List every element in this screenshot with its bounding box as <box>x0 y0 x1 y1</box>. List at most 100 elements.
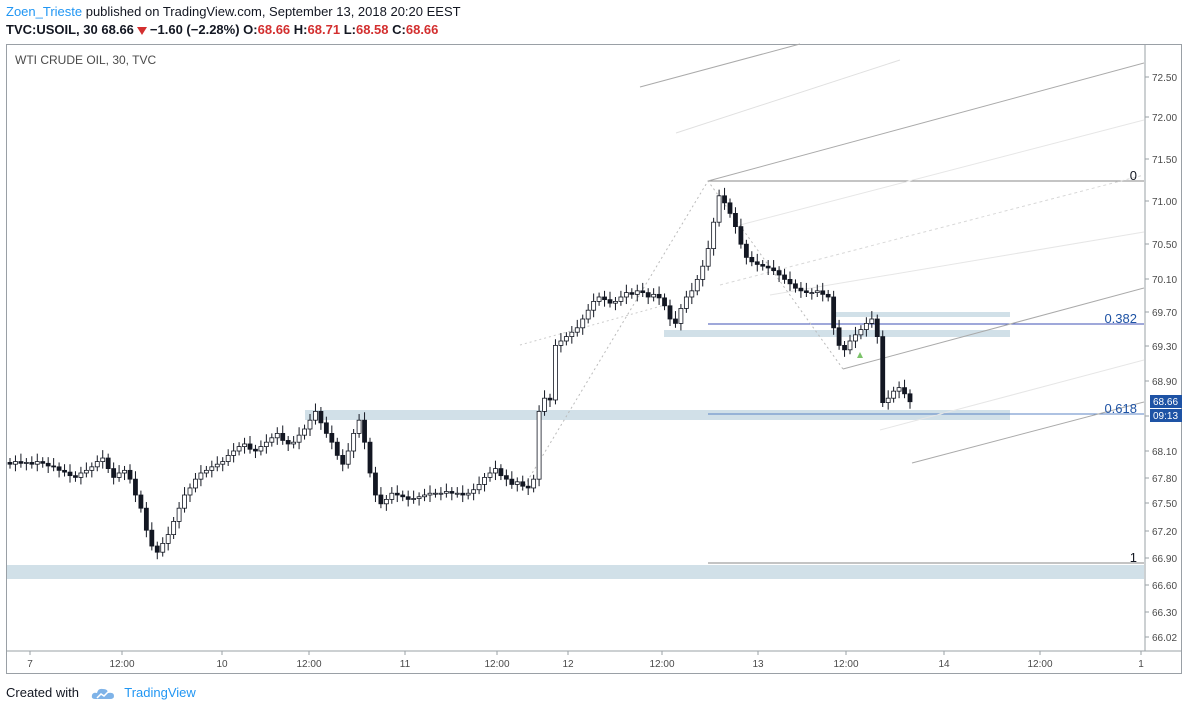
candle-body <box>94 461 100 468</box>
time-tick-label: 12:00 <box>296 659 321 670</box>
swing-line-2[interactable] <box>519 304 666 346</box>
candle-body <box>143 507 149 531</box>
candle-body <box>776 270 782 276</box>
candle-body <box>253 448 258 452</box>
candle-body <box>378 494 384 505</box>
fib-label-1: 1 <box>1130 550 1137 565</box>
candle-body <box>18 461 24 464</box>
candle-body <box>34 461 40 465</box>
candle-body <box>574 327 580 333</box>
candle-body <box>645 292 651 298</box>
candle-body <box>814 290 820 293</box>
candle-body <box>100 457 106 462</box>
time-tick-label: 12:00 <box>484 659 509 670</box>
time-axis[interactable]: 7 12:00 10 12:00 11 12:00 12 12:00 13 12:00 14 12:0… <box>27 651 1144 670</box>
channel-line-b[interactable] <box>675 59 901 134</box>
resistance-zone-2[interactable] <box>832 312 1010 317</box>
candle-body <box>51 465 57 468</box>
candle-body <box>127 469 133 480</box>
candle-body <box>362 419 367 443</box>
candle-body <box>23 462 29 464</box>
candle-body <box>400 494 406 498</box>
symbol-label: TVC:USOIL, 30 <box>6 22 98 37</box>
candle-body <box>640 290 646 293</box>
candle-body <box>782 274 787 280</box>
candle-body <box>345 450 351 465</box>
candle-body <box>83 469 89 474</box>
candle-body <box>29 462 35 465</box>
candle-body <box>803 290 809 293</box>
price-change: −1.60 (−2.28%) <box>149 22 240 37</box>
channel-line-e[interactable] <box>769 231 1145 296</box>
channel-median[interactable] <box>719 174 1145 286</box>
candle-body <box>520 481 526 487</box>
price-tick-label: 67.50 <box>1152 499 1177 510</box>
close-label: C: <box>392 22 406 37</box>
tradingview-logo-icon <box>91 688 114 699</box>
candle-body <box>683 296 689 309</box>
candle-body <box>111 468 117 478</box>
channel-line-c[interactable] <box>707 62 1145 182</box>
candle-body <box>563 336 569 342</box>
last-price-badge-text: 68.66 <box>1153 397 1178 408</box>
candle-body <box>351 432 357 452</box>
price-tick-label: 72.50 <box>1152 73 1177 84</box>
tradingview-link[interactable]: TradingView <box>124 685 196 700</box>
candle-body <box>820 290 826 295</box>
candle-body <box>831 296 837 329</box>
channel-line-d[interactable] <box>739 119 1145 226</box>
candle-body <box>356 419 362 434</box>
channel-line-g[interactable] <box>879 359 1145 431</box>
candle-body <box>296 434 302 443</box>
candle-body <box>465 492 471 496</box>
price-tick-label: 67.20 <box>1152 527 1177 538</box>
candle-body <box>307 419 313 430</box>
price-tick-label: 66.90 <box>1152 554 1177 565</box>
candle-body <box>242 443 247 447</box>
time-tick-label: 14 <box>938 659 950 670</box>
fib-label-0382: 0.382 <box>1104 311 1137 326</box>
swing-line[interactable] <box>521 180 844 491</box>
candlestick-series <box>7 187 913 560</box>
candle-body <box>662 297 667 307</box>
candle-body <box>40 461 46 464</box>
candle-body <box>454 492 460 495</box>
price-tick-label: 66.30 <box>1152 608 1177 619</box>
time-tick-label: 11 <box>400 659 411 670</box>
candle-body <box>673 318 678 324</box>
candle-body <box>580 318 586 329</box>
low-label: L: <box>343 22 356 37</box>
candle-body <box>67 471 73 477</box>
candle-body <box>743 243 749 258</box>
candle-body <box>754 261 760 265</box>
time-tick-label: 12:00 <box>833 659 858 670</box>
candle-body <box>678 308 684 324</box>
candle-body <box>727 202 733 214</box>
price-tick-label: 71.00 <box>1152 197 1177 208</box>
close-value: 68.66 <box>405 22 439 37</box>
candle-body <box>236 446 242 452</box>
author-link[interactable]: Zoen_Trieste <box>6 4 83 19</box>
candle-body <box>629 292 635 295</box>
chart-frame[interactable] <box>6 44 1182 674</box>
candle-body <box>334 441 340 456</box>
candle-body <box>154 545 160 553</box>
candle-body <box>291 441 297 445</box>
channel-line-f[interactable] <box>842 287 1145 370</box>
candle-body <box>634 290 640 295</box>
time-tick-label: 12:00 <box>109 659 134 670</box>
candle-body <box>198 472 204 480</box>
created-with-label: Created with <box>6 685 79 700</box>
candle-body <box>863 322 869 330</box>
price-axis[interactable]: 72.50 72.00 71.50 71.00 70.50 70.10 69.70 69.30… <box>1145 73 1177 644</box>
support-zone-mid[interactable] <box>305 410 1010 420</box>
candle-body <box>122 469 127 474</box>
candle-body <box>389 492 395 500</box>
channel-line-a[interactable] <box>639 43 801 88</box>
support-zone-bottom[interactable] <box>7 565 1144 579</box>
candle-body <box>160 543 166 553</box>
candle-body <box>503 475 509 480</box>
channel-line-h[interactable] <box>911 401 1145 464</box>
candle-body <box>13 461 18 465</box>
